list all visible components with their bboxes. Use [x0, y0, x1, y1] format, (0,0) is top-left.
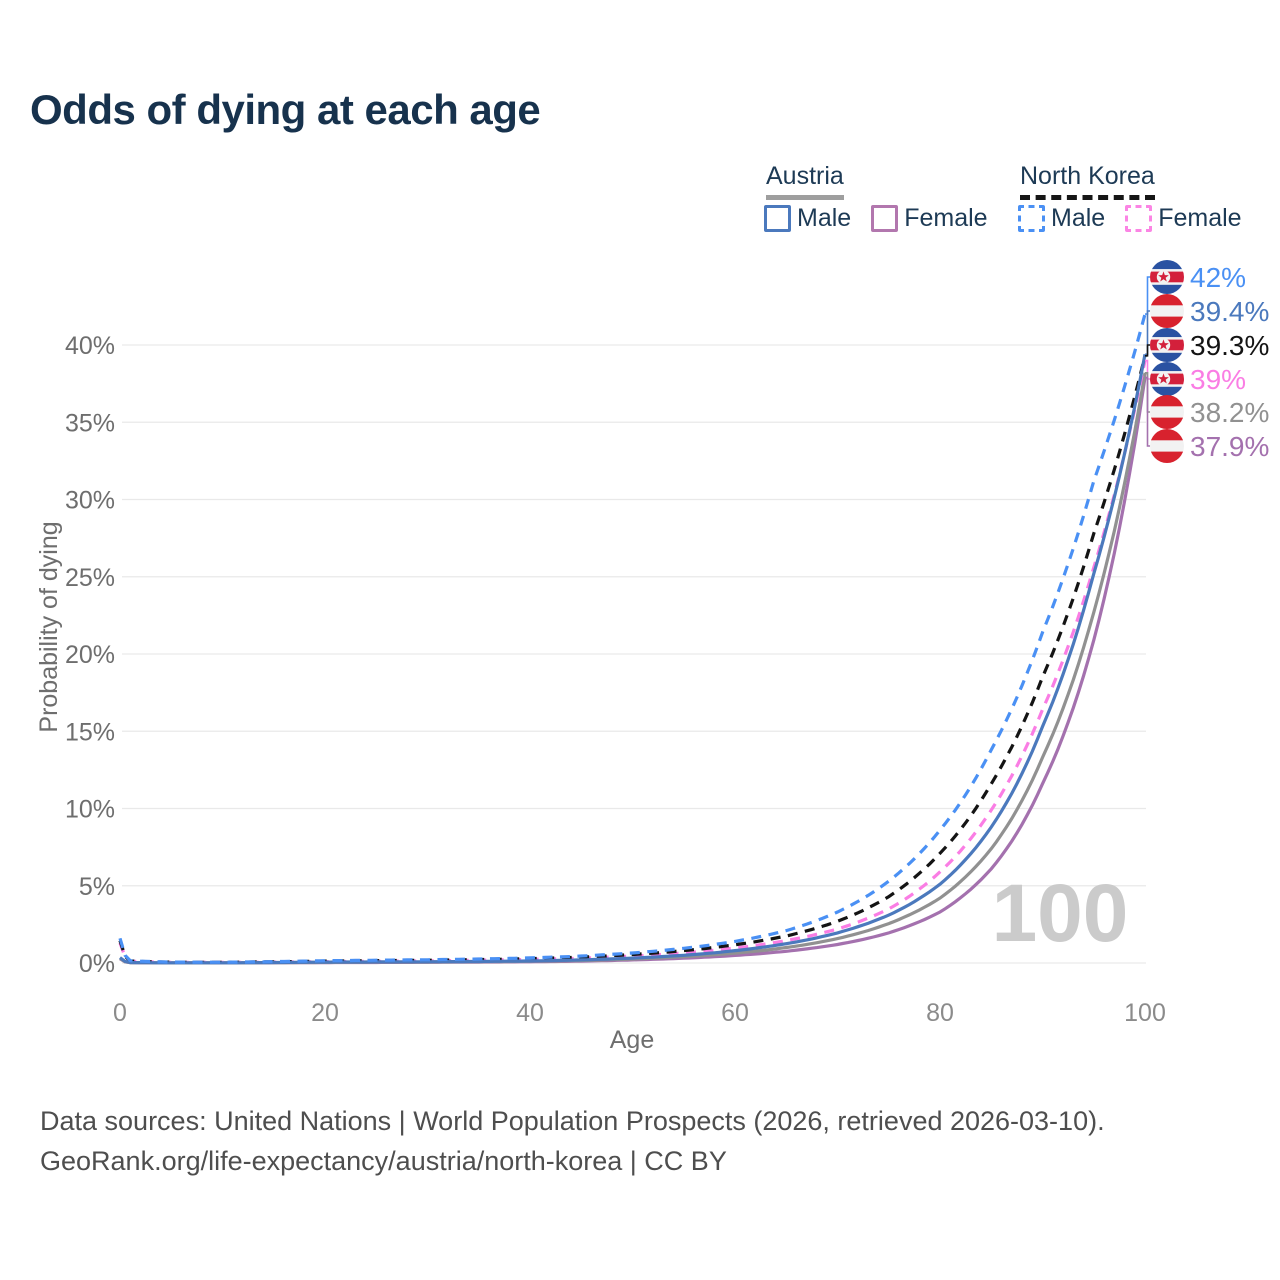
label-leader-line: [1145, 376, 1150, 447]
page-title: Odds of dying at each age: [30, 86, 541, 133]
y-tick-label: 10%: [65, 796, 115, 824]
y-axis-ticks: 0% 5% 10% 15% 20% 25% 30% 35% 40%: [65, 332, 115, 978]
x-tick-label: 20: [311, 999, 339, 1027]
north-korea-flag-icon: [1150, 260, 1184, 294]
legend-row-austria: Male Female: [764, 204, 988, 233]
y-tick-label: 5%: [79, 873, 115, 901]
end-value-label-austria-female: 37.9%: [1190, 431, 1269, 462]
legend-item-north-korea-male[interactable]: Male: [1018, 204, 1105, 233]
label-leader-line: [1145, 310, 1150, 356]
north-korea-flag-icon: [1150, 328, 1184, 362]
legend-item-north-korea-female[interactable]: Female: [1125, 204, 1242, 233]
end-labels: 42%39.4%39.3%39%38.2%37.9%: [1145, 260, 1269, 463]
legend-header-north-korea[interactable]: North Korea: [1020, 162, 1155, 200]
y-tick-label: 15%: [65, 718, 115, 746]
austria-flag-icon: [1150, 294, 1184, 328]
y-tick-label: 20%: [65, 641, 115, 669]
legend-label-north-korea-male: Male: [1051, 204, 1106, 232]
y-tick-label: 0%: [79, 950, 115, 978]
x-tick-label: 0: [113, 999, 127, 1027]
end-value-label-austria-male: 39.4%: [1190, 296, 1269, 327]
series-line-austria-male[interactable]: [119, 353, 1147, 965]
end-value-label-north-korea-female: 39%: [1190, 364, 1246, 395]
x-axis-ticks: 0 20 40 60 80 100: [113, 999, 1166, 1027]
austria-female-swatch-icon[interactable]: [871, 205, 899, 232]
y-tick-label: 35%: [65, 409, 115, 437]
north-korea-flag-icon: [1150, 362, 1184, 396]
north-korea-male-swatch-icon[interactable]: [1018, 205, 1045, 232]
legend-row-north-korea: Male Female: [1018, 204, 1242, 233]
series-line-north-korea-male[interactable]: [118, 313, 1147, 964]
x-tick-label: 100: [1124, 999, 1166, 1027]
x-axis-title: Age: [610, 1026, 654, 1054]
austria-flag-icon: [1150, 395, 1184, 429]
legend-item-austria-female[interactable]: Female: [871, 204, 988, 233]
legend-label-austria-female: Female: [904, 204, 988, 232]
austria-male-swatch-icon[interactable]: [764, 205, 791, 232]
legend-label-north-korea-female: Female: [1158, 204, 1242, 232]
x-tick-label: 40: [516, 999, 544, 1027]
age-counter-watermark: 100: [992, 868, 1129, 959]
y-tick-label: 30%: [65, 487, 115, 515]
attribution-link-text: GeoRank.org/life-expectancy/austria/nort…: [40, 1146, 727, 1176]
end-value-label-austria-all: 38.2%: [1190, 397, 1269, 428]
legend-header-austria[interactable]: Austria: [766, 162, 844, 200]
austria-flag-icon: [1150, 429, 1184, 463]
end-value-label-north-korea-male: 42%: [1190, 262, 1246, 293]
y-tick-label: 25%: [65, 564, 115, 592]
end-value-label-north-korea-all: 39.3%: [1190, 330, 1269, 361]
label-leader-line: [1145, 276, 1150, 315]
legend-group-austria: Austria: [766, 162, 844, 200]
legend-item-austria-male[interactable]: Male: [764, 204, 851, 233]
x-tick-label: 80: [926, 999, 954, 1027]
x-tick-label: 60: [721, 999, 749, 1027]
label-leader-line: [1145, 359, 1150, 380]
legend-group-north-korea: North Korea: [1020, 162, 1155, 200]
series-lines: [118, 313, 1147, 965]
data-sources-text: Data sources: United Nations | World Pop…: [40, 1106, 1105, 1136]
label-leader-line: [1145, 344, 1150, 357]
y-axis-title: Probability of dying: [35, 521, 63, 732]
legend-label-austria-male: Male: [797, 204, 852, 232]
y-tick-label: 40%: [65, 332, 115, 360]
north-korea-female-swatch-icon[interactable]: [1125, 205, 1153, 232]
